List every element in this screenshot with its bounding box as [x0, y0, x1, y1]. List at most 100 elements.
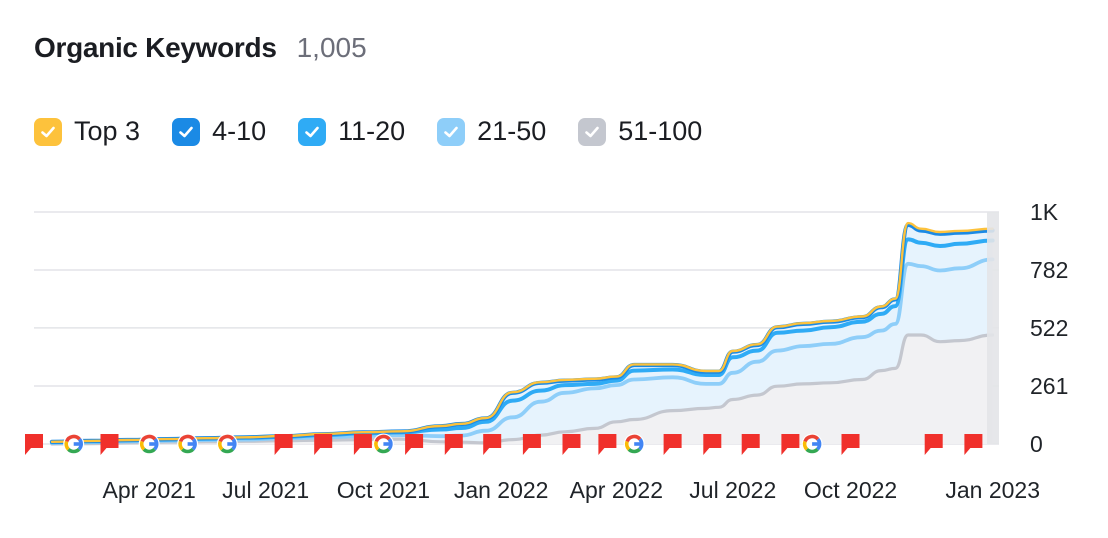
flag-shape [562, 434, 581, 455]
flag-shape [483, 434, 502, 455]
google-arc [374, 434, 391, 443]
google-bar [187, 442, 196, 446]
x-tick-label: Jul 2022 [689, 477, 776, 503]
legend-label: 21-50 [477, 116, 547, 146]
legend-label: 4-10 [212, 116, 267, 146]
y-tick-label: 522 [1030, 315, 1068, 341]
google-arc [67, 447, 81, 454]
flag-icon [703, 434, 722, 455]
google-arc [802, 440, 809, 451]
series-lines [49, 221, 995, 446]
x-tick-label: Jan 2022 [454, 477, 549, 503]
google-bar [383, 442, 392, 446]
flag-icon [25, 434, 43, 455]
flag-shape [924, 434, 943, 455]
flag-icon [562, 434, 581, 455]
flag-shape [841, 434, 860, 455]
x-axis: Apr 2021 Jul 2021 Oct 2021 Jan 2022 Apr 2022… [103, 477, 1040, 503]
google-arc [218, 434, 235, 443]
google-arc [374, 440, 380, 451]
flag-icon [598, 434, 617, 455]
flag-shape [353, 434, 372, 455]
flag-icon [663, 434, 682, 455]
google-arc [625, 434, 642, 443]
flag-icon [274, 434, 293, 455]
checkbox-icon[interactable] [437, 117, 466, 146]
google-icon [623, 433, 645, 455]
y-axis: 0 261 522 782 1K [1030, 199, 1068, 457]
legend-item-51-100[interactable]: 51-100 [578, 116, 702, 147]
flag-icon [781, 434, 800, 455]
x-tick-label: Oct 2021 [337, 477, 430, 503]
flag-shape [25, 434, 43, 455]
legend-item-4-10[interactable]: 4-10 [172, 116, 266, 147]
flag-icon [100, 434, 119, 455]
google-arc [139, 440, 146, 451]
legend-label: 11-20 [338, 116, 406, 146]
checkbox-icon[interactable] [34, 117, 62, 146]
flag-shape [598, 434, 617, 455]
google-bar [812, 442, 821, 446]
flag-shape [405, 434, 424, 455]
flag-icon [444, 434, 463, 455]
google-icon [138, 433, 160, 455]
x-tick-label: Apr 2021 [103, 477, 196, 503]
google-arc [178, 440, 184, 451]
google-arc [181, 447, 195, 454]
flag-icon [741, 434, 760, 455]
flag-shape [663, 434, 682, 455]
google-arc [142, 447, 156, 454]
google-arc [218, 440, 224, 451]
google-arc [64, 440, 70, 451]
x-tick-label: Jan 2023 [945, 477, 1040, 503]
x-tick-label: Jul 2021 [222, 477, 309, 503]
checkbox-icon[interactable] [172, 117, 201, 146]
legend: Top 3 4-10 11-20 21-50 51-100 [34, 116, 734, 147]
flag-shape [274, 434, 293, 455]
y-tick-label: 261 [1030, 373, 1068, 399]
google-arc [178, 434, 195, 443]
organic-keywords-chart: 0 261 522 782 1K Apr 2021 Jul 2021 Oct 2021 Jan… [25, 199, 1068, 503]
flag-icon [483, 434, 502, 455]
chart-header: Organic Keywords 1,005 [34, 32, 367, 64]
legend-label: 51-100 [618, 116, 703, 146]
legend-item-top-3[interactable]: Top 3 [34, 116, 140, 147]
y-tick-label: 0 [1030, 431, 1043, 457]
y-tick-label: 1K [1030, 199, 1059, 225]
legend-item-21-50[interactable]: 21-50 [437, 116, 546, 147]
google-icon [63, 433, 85, 455]
google-bar [73, 442, 83, 446]
google-arc [140, 434, 157, 443]
flag-shape [444, 434, 463, 455]
flag-shape [964, 434, 983, 455]
google-arc [805, 447, 819, 454]
google-arc [376, 447, 390, 454]
legend-item-11-20[interactable]: 11-20 [298, 116, 405, 147]
flag-shape [741, 434, 760, 455]
google-arc [627, 447, 641, 454]
flag-icon [924, 434, 943, 455]
checkbox-icon[interactable] [298, 117, 327, 146]
google-icon [372, 433, 394, 455]
google-arc [220, 447, 234, 454]
flag-icon [405, 434, 424, 455]
google-bar [149, 442, 158, 446]
flag-shape [100, 434, 119, 455]
flag-icon [522, 434, 541, 455]
series-line [50, 221, 994, 443]
flag-shape [781, 434, 800, 455]
google-icon [801, 433, 823, 455]
flag-shape [703, 434, 722, 455]
chart-title: Organic Keywords [34, 32, 277, 63]
google-arc [64, 434, 81, 443]
google-bar [227, 442, 236, 446]
keyword-total: 1,005 [296, 32, 367, 63]
checkbox-icon[interactable] [578, 117, 607, 146]
google-icon [177, 433, 199, 455]
flag-icon [314, 434, 333, 455]
x-tick-label: Oct 2022 [804, 477, 897, 503]
google-icon [216, 433, 238, 455]
series-line [50, 333, 995, 446]
area-fill [51, 335, 993, 444]
legend-label: Top 3 [74, 116, 141, 146]
